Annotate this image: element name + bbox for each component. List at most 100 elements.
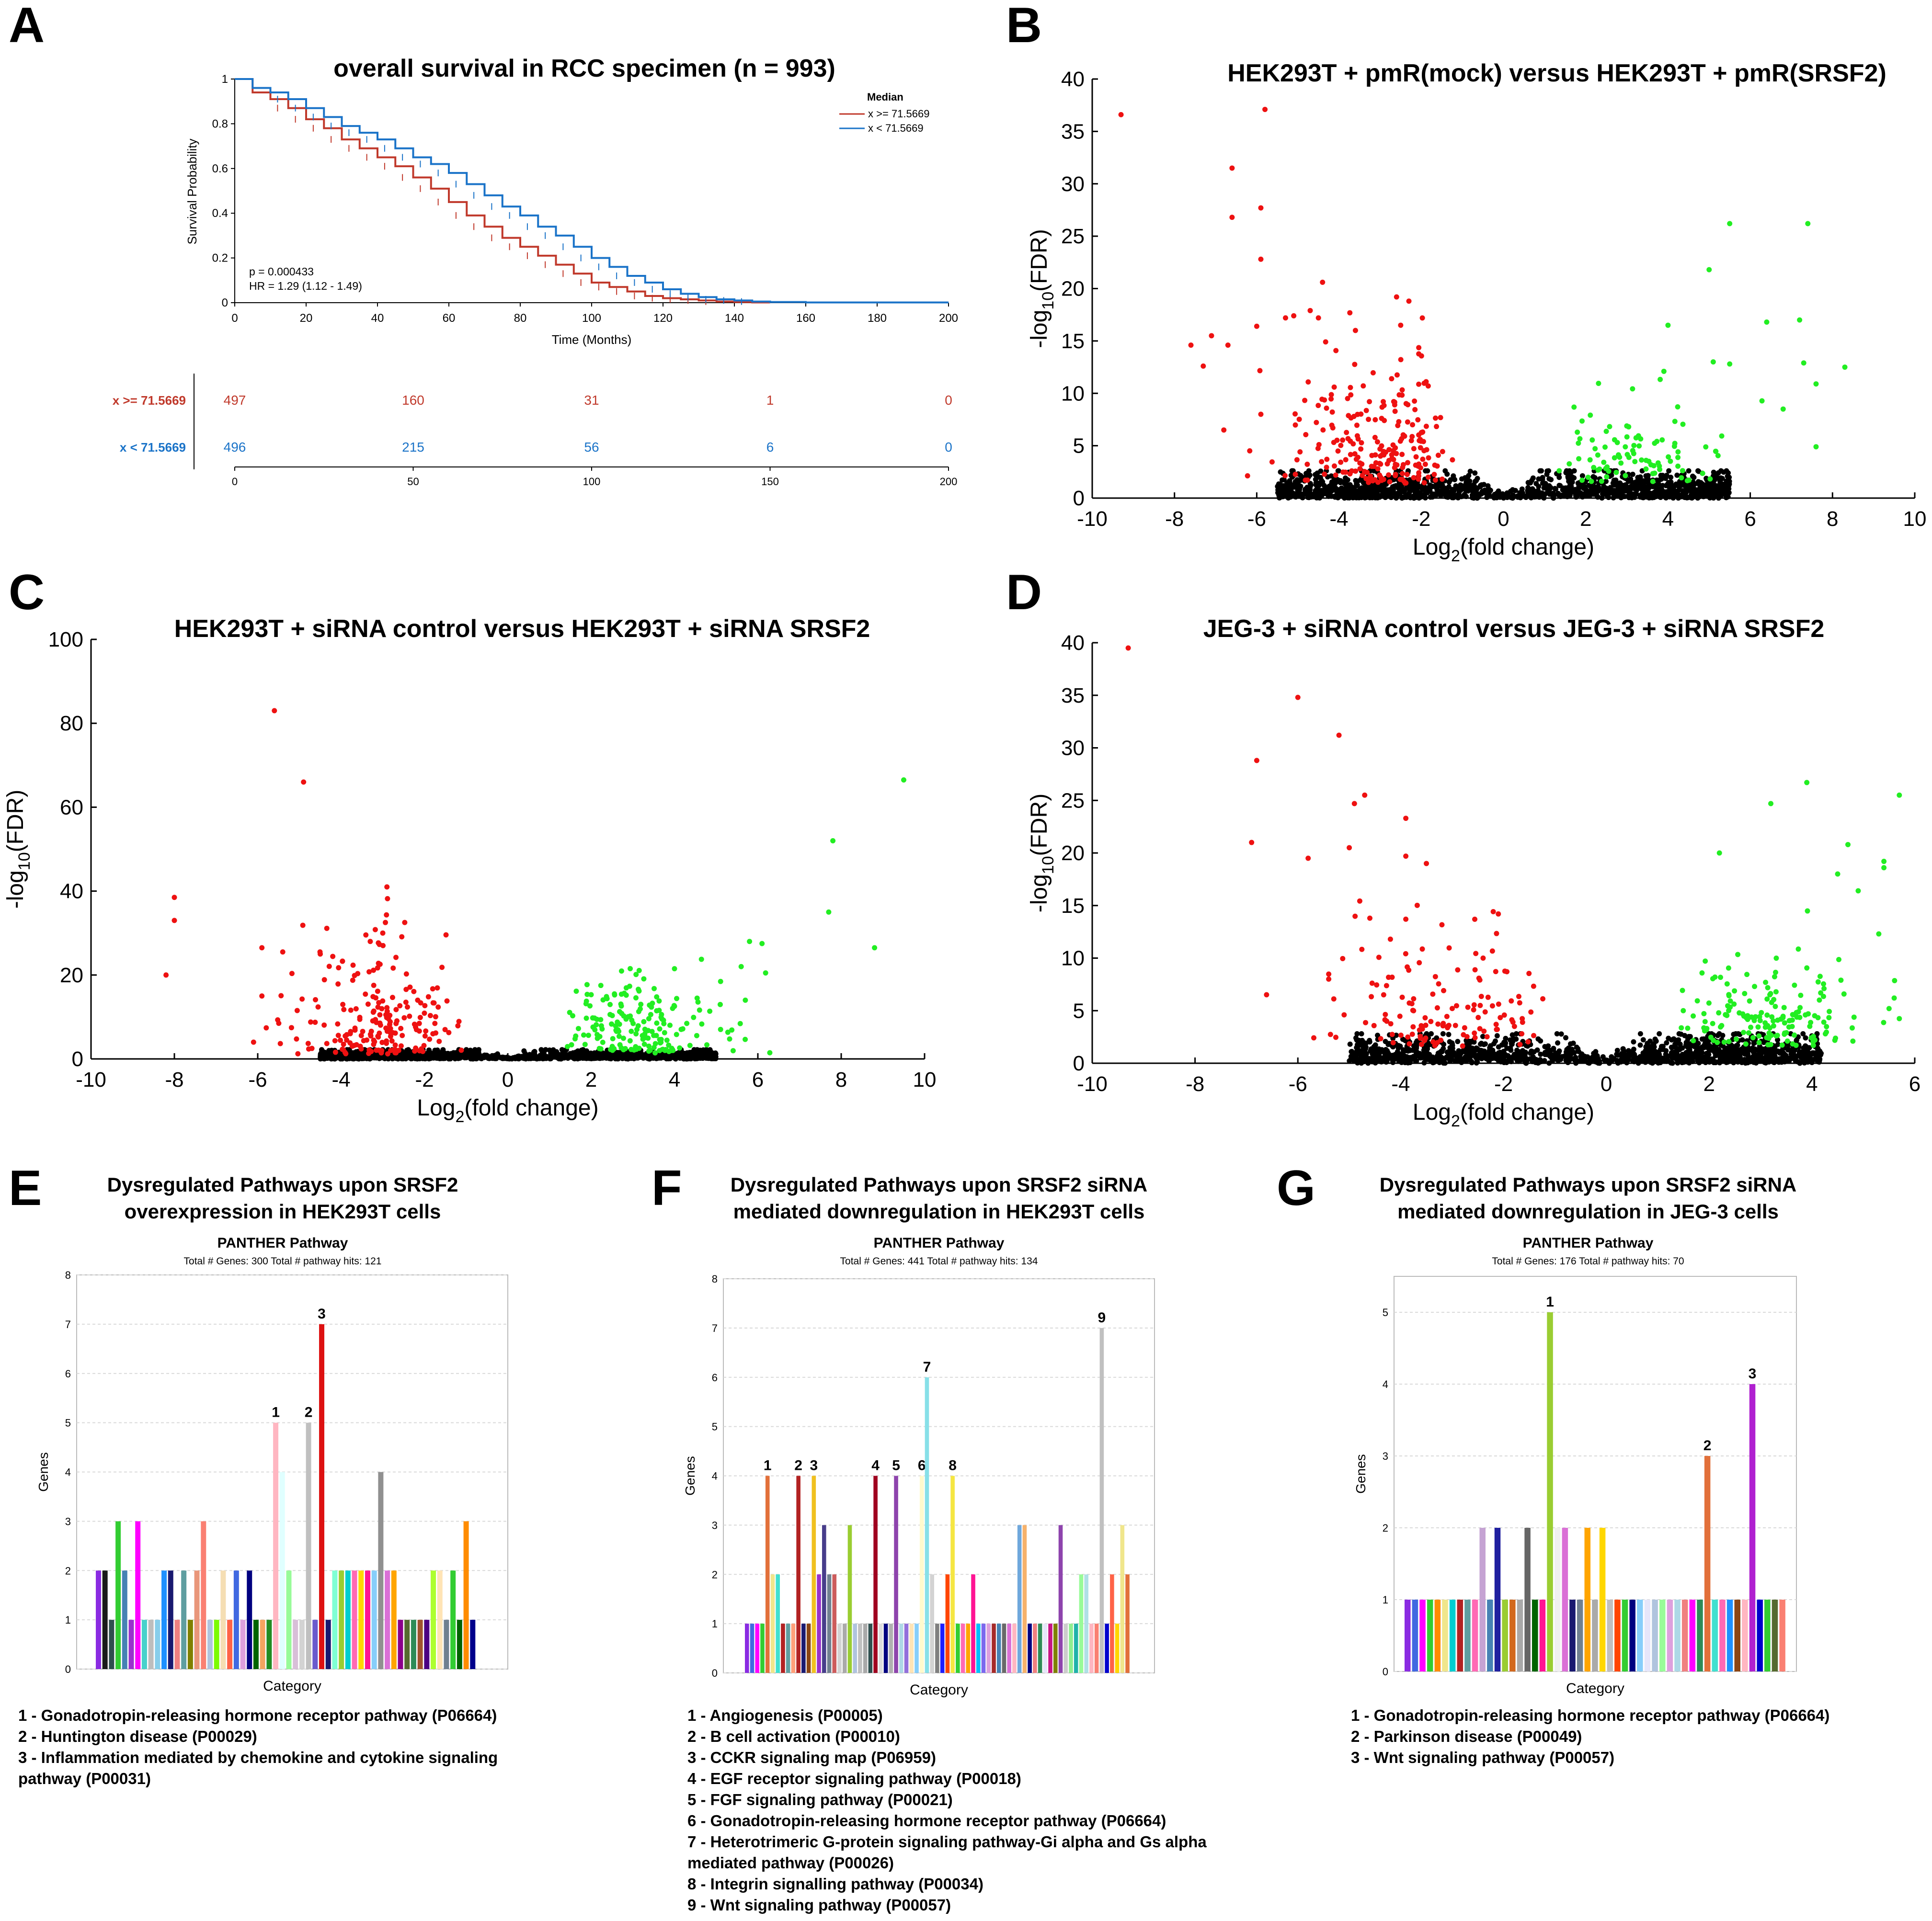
gene-point-down [368, 1033, 374, 1039]
gene-point-down [1329, 409, 1335, 415]
gene-point-ns [1362, 494, 1368, 500]
gene-point-ns [1668, 475, 1674, 480]
gene-point-ns [709, 1056, 715, 1061]
gene-point-down [1315, 315, 1321, 321]
gene-point-up [620, 1035, 626, 1041]
gene-point-ns [1384, 1059, 1390, 1065]
gene-point-down [1398, 322, 1404, 328]
gene-point-up [598, 1017, 604, 1023]
legend-label: x >= 71.5669 [868, 108, 929, 120]
gene-point-ns [1425, 1044, 1430, 1049]
gene-point-down [1382, 418, 1387, 423]
gene-point-ns [1600, 487, 1606, 493]
gene-point-down [1416, 381, 1422, 387]
gene-point-ns [1565, 1053, 1570, 1058]
gene-point-down [1345, 436, 1351, 442]
gene-point-down [1360, 383, 1366, 389]
gene-point-down [1397, 477, 1403, 482]
gene-point-up [1652, 470, 1658, 476]
gene-point-down [1333, 472, 1338, 478]
gene-point-down [335, 1021, 341, 1027]
x-tick-label: 8 [835, 1068, 847, 1091]
y-tick-label: 30 [1061, 172, 1085, 196]
gene-point-down [439, 965, 445, 970]
gene-point-ns [1680, 480, 1686, 486]
gene-point-down [1433, 415, 1439, 421]
gene-point-ns [1537, 468, 1543, 474]
gene-point-down [1355, 436, 1361, 442]
x-tick-label: -8 [1186, 1072, 1204, 1096]
gene-point-ns [1498, 1059, 1504, 1065]
y-tick-label: 0 [1073, 1052, 1085, 1075]
gene-point-down [1423, 423, 1429, 429]
gene-point-up [1623, 444, 1628, 450]
panel-label-c: C [9, 565, 45, 620]
gene-point-ns [1569, 1050, 1575, 1056]
gene-point-ns [444, 1054, 450, 1059]
y-tick-label: 40 [1061, 631, 1085, 655]
gene-point-down [431, 1000, 437, 1006]
y-tick-label: 20 [60, 964, 83, 987]
gene-point-down [1379, 404, 1385, 410]
gene-point-down [444, 998, 450, 1004]
gene-point-up [645, 1028, 651, 1034]
gene-point-down [371, 967, 377, 973]
y-tick-label: 35 [1061, 684, 1085, 707]
gene-point-ns [1573, 489, 1578, 495]
y-tick-label: 5 [1073, 999, 1085, 1023]
gene-point-down [330, 954, 336, 959]
gene-point-down [171, 895, 177, 900]
gene-point-up [674, 1032, 679, 1037]
gene-point-down [1291, 313, 1297, 318]
gene-point-ns [1639, 491, 1645, 497]
gene-point-ns [1460, 1048, 1466, 1054]
gene-point-ns [1496, 1044, 1501, 1050]
risk-value: 31 [584, 393, 599, 408]
gene-point-up [594, 1035, 600, 1041]
gene-point-down [1320, 427, 1326, 433]
gene-point-ns [1696, 1054, 1702, 1059]
gene-point-down [326, 964, 332, 969]
gene-point-ns [1415, 490, 1420, 496]
gene-point-up [1626, 455, 1632, 460]
gene-point-down [1412, 407, 1418, 412]
gene-point-up [1813, 381, 1819, 387]
gene-point-down [259, 945, 265, 951]
gene-point-down [1418, 437, 1423, 443]
gene-point-down [1319, 397, 1325, 402]
gene-point-down [171, 918, 177, 923]
x-tick-label: -2 [1494, 1072, 1513, 1096]
gene-point-up [584, 982, 590, 988]
gene-point-ns [1715, 1033, 1721, 1038]
gene-point-down [1331, 440, 1337, 445]
gene-point-up [1679, 475, 1684, 481]
x-tick-label: -4 [1330, 507, 1349, 531]
gene-point-ns [1356, 1048, 1362, 1054]
gene-point-up [717, 1001, 723, 1007]
gene-point-ns [1478, 491, 1484, 497]
gene-point-up [590, 1024, 596, 1030]
gene-point-up [1842, 364, 1848, 370]
gene-point-down [419, 1046, 424, 1052]
gene-point-up [1556, 468, 1562, 474]
gene-point-ns [1438, 481, 1444, 487]
gene-point-ns [1363, 489, 1369, 495]
gene-point-up [1797, 317, 1803, 323]
gene-point-ns [1670, 1050, 1676, 1056]
gene-point-down [1372, 417, 1378, 422]
x-tick-label: 20 [300, 312, 313, 325]
gene-point-down [372, 927, 378, 932]
gene-point-down [357, 1014, 363, 1020]
y-tick-label: 20 [1061, 841, 1085, 865]
gene-point-down [413, 1024, 419, 1030]
gene-point-down [343, 1033, 348, 1039]
gene-point-ns [413, 1056, 419, 1061]
gene-point-down [384, 1009, 390, 1014]
gene-point-down [1438, 415, 1443, 421]
gene-point-ns [1455, 495, 1461, 500]
gene-point-down [1188, 342, 1194, 348]
gene-point-ns [1333, 485, 1338, 491]
gene-point-down [355, 971, 361, 977]
gene-point-ns [568, 1051, 573, 1057]
gene-point-down [1408, 438, 1414, 443]
